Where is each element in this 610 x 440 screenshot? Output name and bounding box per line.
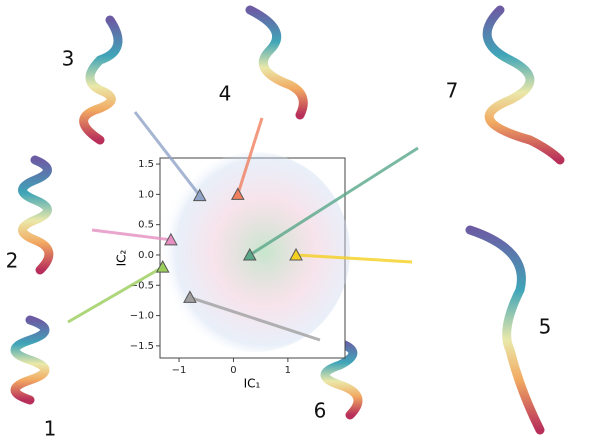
x-tick-label: 0 — [230, 365, 236, 376]
structure — [250, 10, 303, 115]
x-tick-label: −1 — [172, 365, 187, 376]
y-tick-label: 1.0 — [138, 189, 154, 200]
structure — [23, 160, 49, 270]
point-label: 6 — [314, 399, 327, 423]
point-label: 7 — [446, 79, 459, 103]
y-tick-label: −1.0 — [130, 311, 154, 322]
y-tick-label: 0.5 — [138, 220, 154, 231]
point-label: 3 — [62, 47, 75, 71]
point-label: 5 — [539, 315, 552, 339]
figure: IC₁ IC₂ −101−1.5−1.0−0.50.00.51.01.51234… — [0, 0, 610, 440]
y-tick-label: 0.0 — [138, 250, 154, 261]
structure — [15, 320, 45, 400]
y-tick-label: 1.5 — [138, 159, 154, 170]
structure — [487, 10, 560, 160]
structure — [470, 230, 540, 430]
point-label: 1 — [44, 417, 57, 440]
leader-line — [92, 230, 171, 240]
point-label: 4 — [219, 82, 232, 106]
structure — [84, 20, 118, 140]
y-axis-label: IC₂ — [115, 249, 129, 266]
point-label: 2 — [6, 249, 19, 273]
x-tick-label: 1 — [285, 365, 291, 376]
y-tick-label: −1.5 — [130, 341, 154, 352]
x-axis-label: IC₁ — [244, 377, 261, 391]
